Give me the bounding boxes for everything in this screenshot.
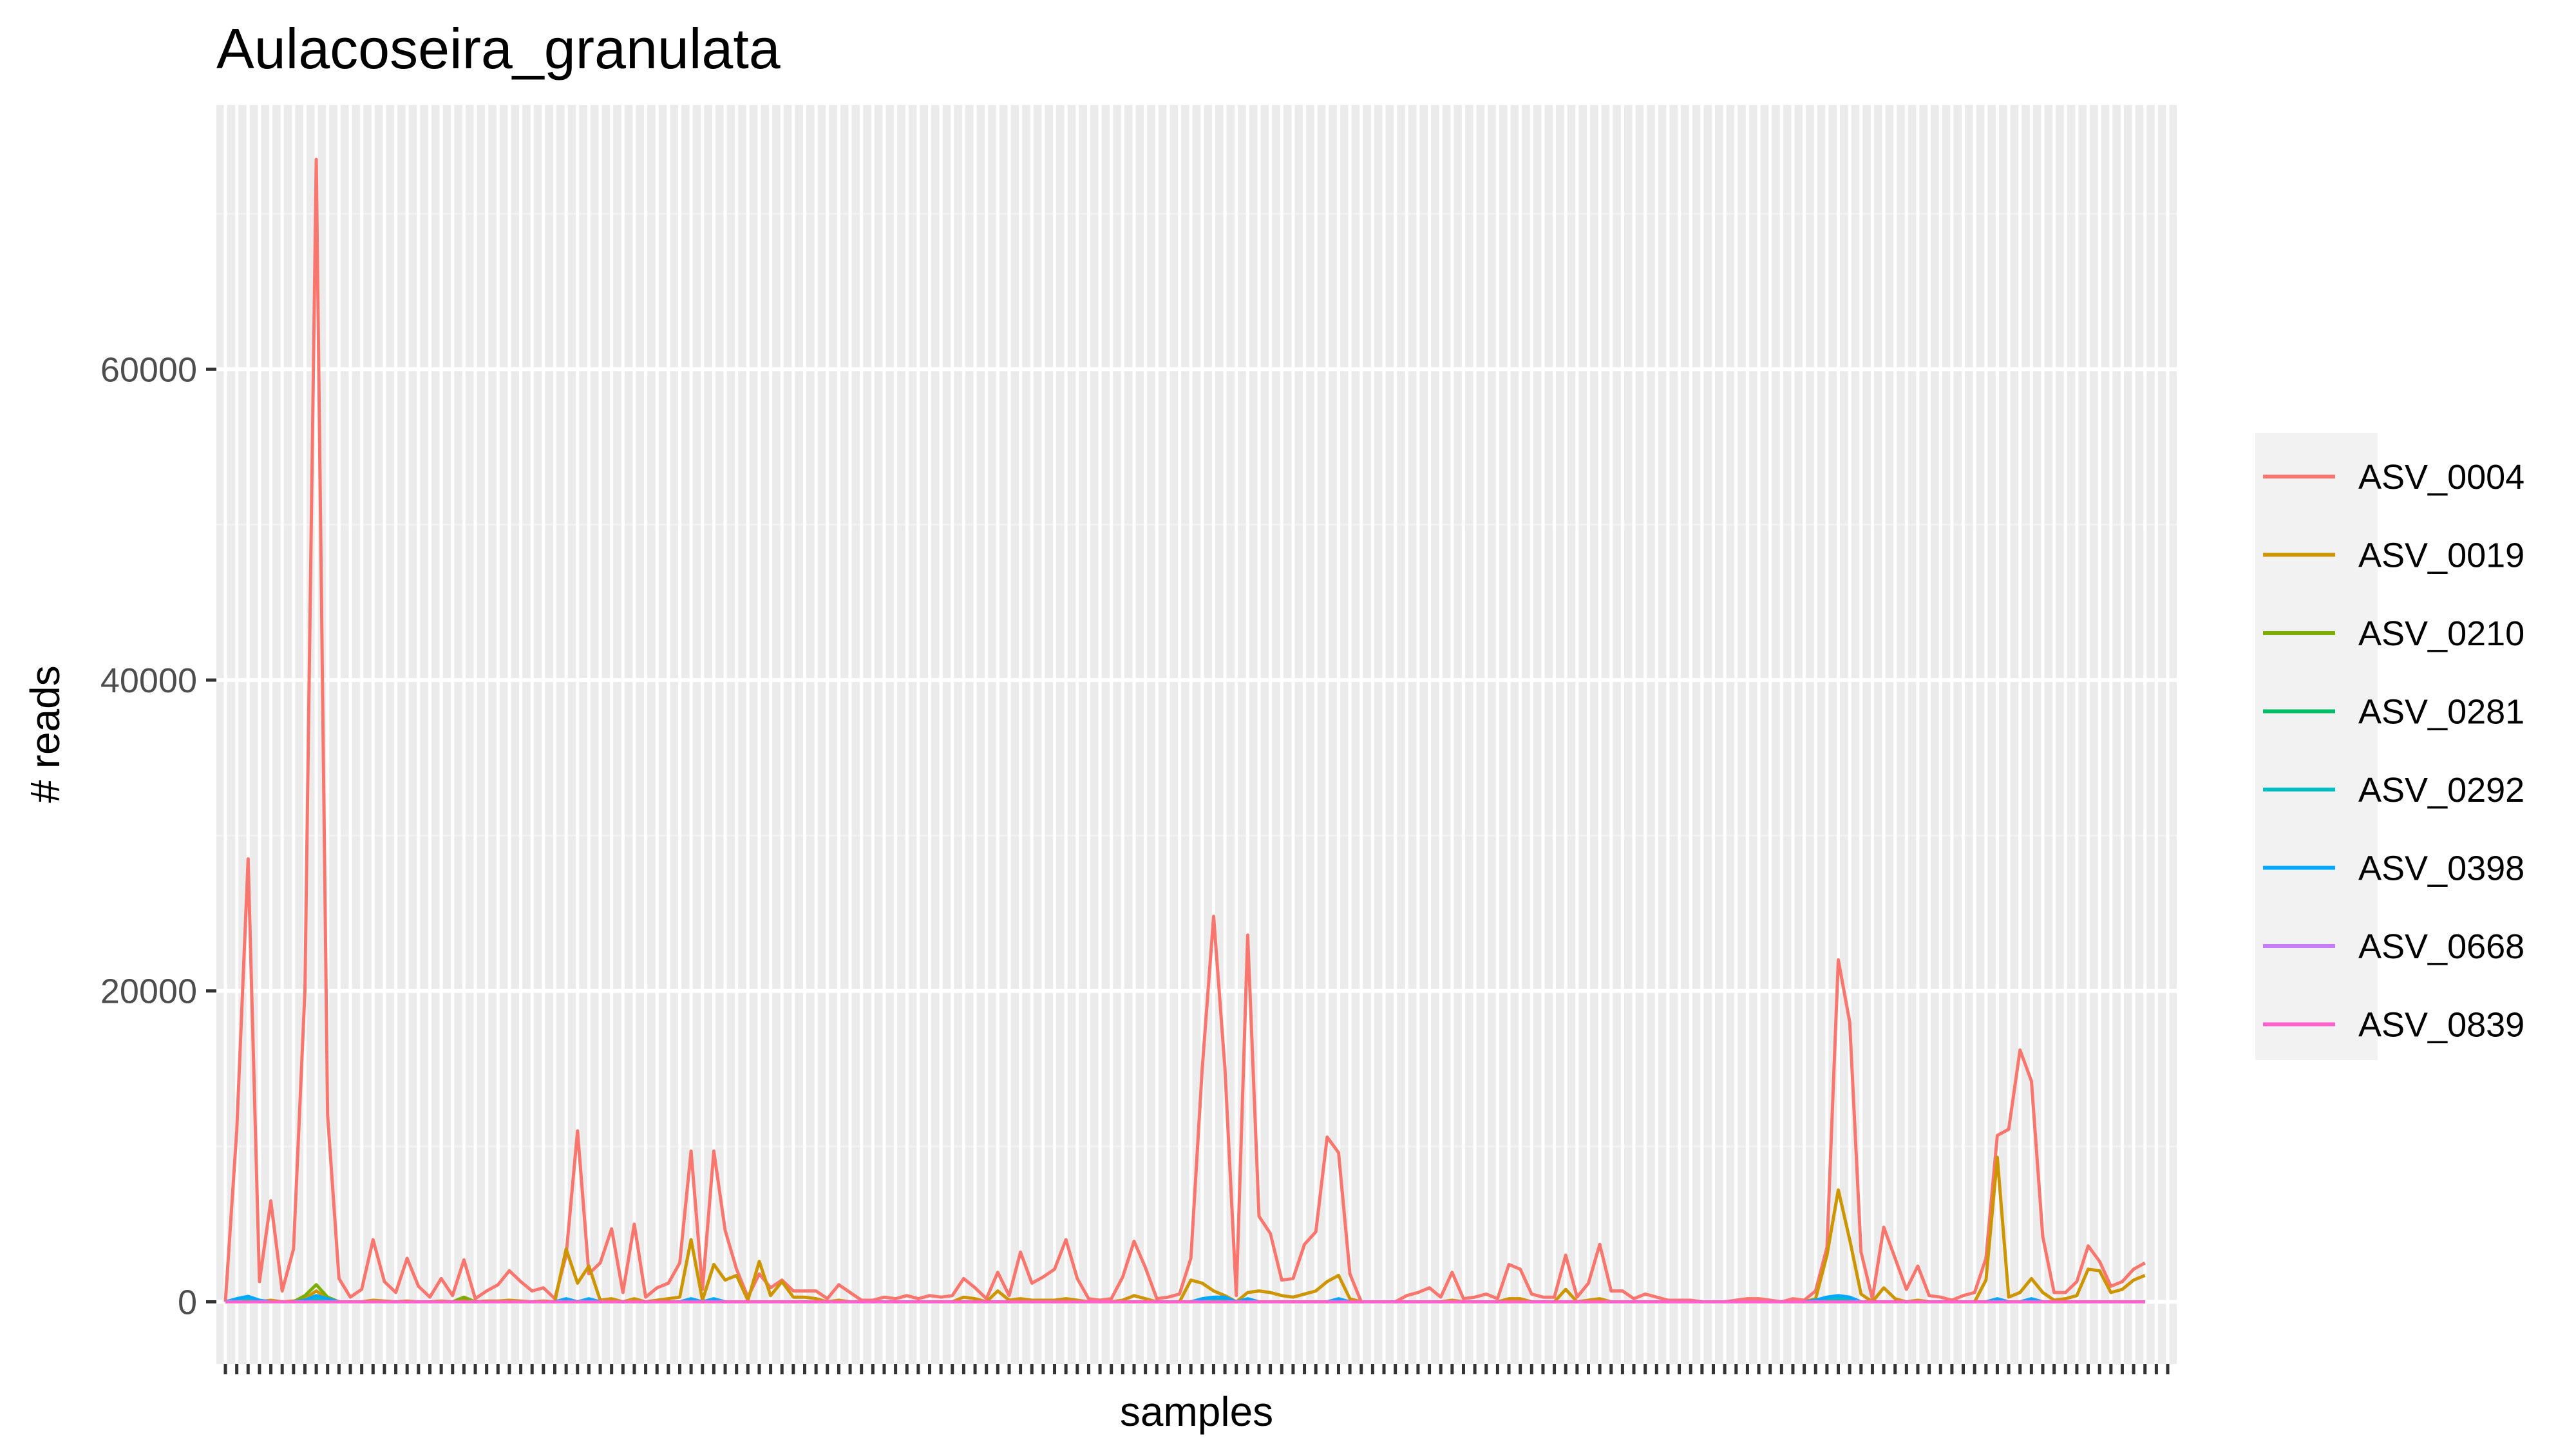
chart-title: Aulacoseira_granulata (216, 17, 781, 80)
legend-label-ASV_0292: ASV_0292 (2358, 771, 2524, 810)
x-axis (223, 1364, 2170, 1374)
y-tick-label: 0 (178, 1283, 197, 1321)
legend-label-ASV_0019: ASV_0019 (2358, 536, 2524, 575)
y-axis-label: # reads (22, 665, 68, 802)
series-line-ASV_0004 (223, 158, 2146, 1303)
y-tick-label: 20000 (100, 972, 197, 1011)
x-axis-label: samples (1120, 1388, 1273, 1435)
legend: ASV_0004 ASV_0019 ASV_0210 ASV_0281 ASV_0292… (2255, 433, 2524, 1060)
legend-label-ASV_0398: ASV_0398 (2358, 849, 2524, 888)
series-lines (223, 158, 2146, 1303)
legend-label-ASV_0004: ASV_0004 (2358, 458, 2524, 497)
legend-label-ASV_0210: ASV_0210 (2358, 614, 2524, 653)
legend-label-ASV_0839: ASV_0839 (2358, 1006, 2524, 1045)
legend-background (2255, 433, 2378, 1060)
grid-major (216, 105, 2177, 1364)
y-tick-label: 60000 (100, 350, 197, 389)
legend-label-ASV_0281: ASV_0281 (2358, 693, 2524, 732)
legend-label-ASV_0668: ASV_0668 (2358, 927, 2524, 966)
y-tick-label: 40000 (100, 661, 197, 700)
y-axis: 0 20000 40000 60000 (100, 350, 216, 1321)
